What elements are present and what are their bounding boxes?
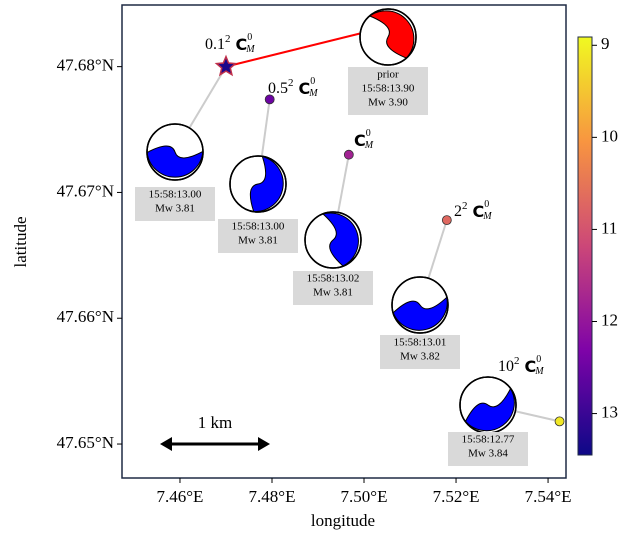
y-tick-label: 47.65°N [57,433,114,452]
colorbar-tick-label: 9 [601,34,610,53]
prior-label-text: prior [377,69,399,81]
x-tick-label: 7.46°E [157,487,204,506]
colorbar-tick-label: 11 [601,218,617,237]
event-label-text: Mw 3.81 [238,235,278,247]
event-label-text: 15:58:12.77 [462,434,515,446]
y-tick-label: 47.68°N [57,56,114,75]
label-sub: M [308,88,318,99]
label-power: 2 [288,77,294,89]
scale-bar-label: 1 km [198,413,232,432]
label-coef: 0.1 [205,36,225,53]
label-coef: 0.5 [268,80,288,97]
y-tick-label: 47.66°N [57,307,114,326]
scale-bar: 1 km [160,413,270,451]
label-sup: 0 [484,199,489,210]
point [555,417,564,426]
label-power: 2 [514,355,520,367]
x-tick-label: 7.48°E [249,487,296,506]
event-label-text: Mw 3.81 [313,287,353,299]
label-coef: 10 [498,358,514,375]
beachball [460,377,521,436]
colorbar-tick-label: 13 [601,402,618,421]
colorbar-tick-label: 12 [601,310,618,329]
label-power: 2 [225,33,231,45]
point [344,150,353,159]
beachball [230,156,293,220]
label-sub: M [245,44,255,55]
chart: longitude latitude 1 km 9 10 11 12 13 7.46°E 7… [0,0,627,540]
event-label-text: Mw 3.82 [400,351,440,363]
label-sup: 0 [366,128,371,139]
prior-label-text: Mw 3.90 [368,97,408,109]
prior-label-text: 15:58:13.90 [362,83,415,95]
event-label-text: 15:58:13.01 [394,337,447,349]
label-coef: 2 [454,203,462,220]
label-sub: M [364,140,374,151]
event-label-text: Mw 3.84 [468,448,508,460]
beachball [305,212,361,268]
colorbar-tick-label: 10 [601,126,618,145]
y-tick-label: 47.67°N [57,181,114,200]
x-axis-label: longitude [311,511,375,530]
label-sub: M [534,366,544,377]
event-label-text: Mw 3.81 [155,203,195,215]
x-tick-label: 7.50°E [341,487,388,506]
label-sub: M [482,211,492,222]
label-power: 2 [462,200,468,212]
x-tick-label: 7.54°E [525,487,572,506]
x-tick-label: 7.52°E [433,487,480,506]
colorbar [578,37,592,455]
event-label-text: 15:58:13.00 [149,189,202,201]
beachball [392,277,448,333]
label-sup: 0 [536,354,541,365]
event-label-text: 15:58:13.00 [232,221,285,233]
beachball [142,124,204,185]
y-axis-label: latitude [11,217,30,268]
event-label-text: 15:58:13.02 [307,273,360,285]
beachball [360,3,421,65]
point [217,57,236,75]
point [442,216,451,225]
label-sup: 0 [310,76,315,87]
label-sup: 0 [247,32,252,43]
